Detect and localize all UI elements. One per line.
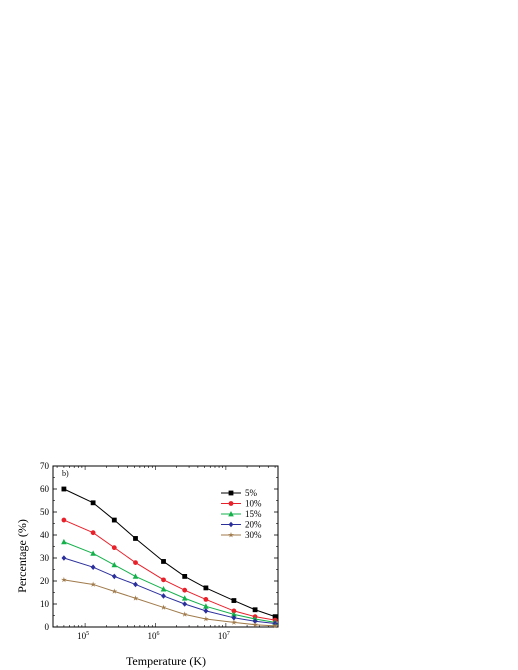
y-tick-label: 20 — [40, 576, 50, 586]
data-point — [61, 486, 67, 492]
legend-label: 20% — [245, 520, 262, 530]
series-layer — [61, 486, 278, 629]
data-point — [111, 573, 117, 580]
series-line — [63, 557, 276, 625]
series-line — [63, 519, 276, 621]
data-point — [161, 559, 166, 564]
data-point — [203, 603, 209, 609]
data-point — [61, 576, 67, 583]
data-point — [90, 581, 96, 587]
legend-label: 15% — [245, 509, 262, 519]
data-point — [181, 595, 188, 601]
data-point — [90, 550, 96, 556]
data-point — [203, 585, 209, 591]
x-axis-title: Temperature (K) — [126, 654, 206, 668]
data-point — [228, 511, 234, 517]
legend-label: 30% — [245, 530, 262, 540]
data-point — [111, 545, 117, 551]
legend-label: 5% — [245, 488, 258, 498]
data-point — [228, 490, 234, 496]
y-tick-label: 60 — [40, 484, 50, 494]
y-tick-label: 10 — [40, 599, 50, 609]
data-point — [133, 560, 138, 565]
data-point — [111, 588, 118, 594]
data-point — [90, 564, 96, 570]
data-point — [133, 581, 138, 588]
data-point — [90, 500, 96, 506]
y-tick-label: 30 — [40, 553, 50, 563]
data-point — [61, 555, 67, 561]
data-point — [231, 619, 237, 625]
series-line — [63, 579, 276, 627]
data-point — [132, 573, 139, 579]
data-point — [252, 618, 258, 625]
data-point — [252, 607, 258, 613]
data-point — [231, 611, 237, 617]
data-point — [161, 593, 166, 599]
data-point — [160, 586, 167, 592]
data-point — [61, 538, 67, 545]
data-point — [203, 597, 209, 602]
data-point — [203, 608, 209, 614]
data-point — [90, 530, 96, 536]
data-point — [182, 601, 188, 607]
y-tick-label: 70 — [40, 461, 50, 471]
data-point — [231, 608, 237, 614]
data-point — [182, 574, 188, 579]
series-10pct — [61, 517, 278, 623]
data-point — [272, 622, 278, 629]
data-point — [111, 517, 117, 523]
legend: 5%10%15%20%30% — [221, 488, 262, 540]
y-tick-label: 40 — [40, 530, 50, 540]
data-point — [160, 604, 167, 610]
series-5pct — [61, 486, 278, 620]
panel-label: b) — [62, 469, 69, 478]
legend-label: 10% — [245, 499, 262, 509]
data-point — [61, 517, 67, 523]
data-point — [272, 614, 278, 620]
data-point — [228, 532, 234, 538]
series-line — [63, 541, 276, 623]
data-point — [231, 598, 237, 603]
x-tick-label: 105 — [77, 631, 89, 641]
data-point — [132, 595, 139, 601]
data-point — [182, 587, 188, 593]
data-point — [181, 611, 188, 617]
series-line — [63, 488, 276, 618]
data-point — [231, 615, 237, 621]
axes: 0 10 20 30 40 50 60 70 105 106 107 — [40, 461, 279, 641]
series-20pct — [61, 555, 278, 627]
data-point — [111, 561, 118, 568]
data-point — [203, 615, 209, 622]
data-point — [228, 521, 234, 528]
x-tick-label: 106 — [147, 631, 159, 641]
series-30pct — [61, 576, 278, 629]
y-tick-label: 50 — [40, 507, 50, 517]
data-point — [133, 536, 138, 541]
y-tick-label: 0 — [45, 622, 50, 632]
x-tick-label: 107 — [218, 631, 230, 641]
y-axis-title: Percentage (%) — [15, 519, 29, 593]
data-point — [161, 577, 166, 583]
data-point — [228, 501, 234, 506]
series-15pct — [61, 538, 278, 625]
data-point — [252, 621, 258, 628]
